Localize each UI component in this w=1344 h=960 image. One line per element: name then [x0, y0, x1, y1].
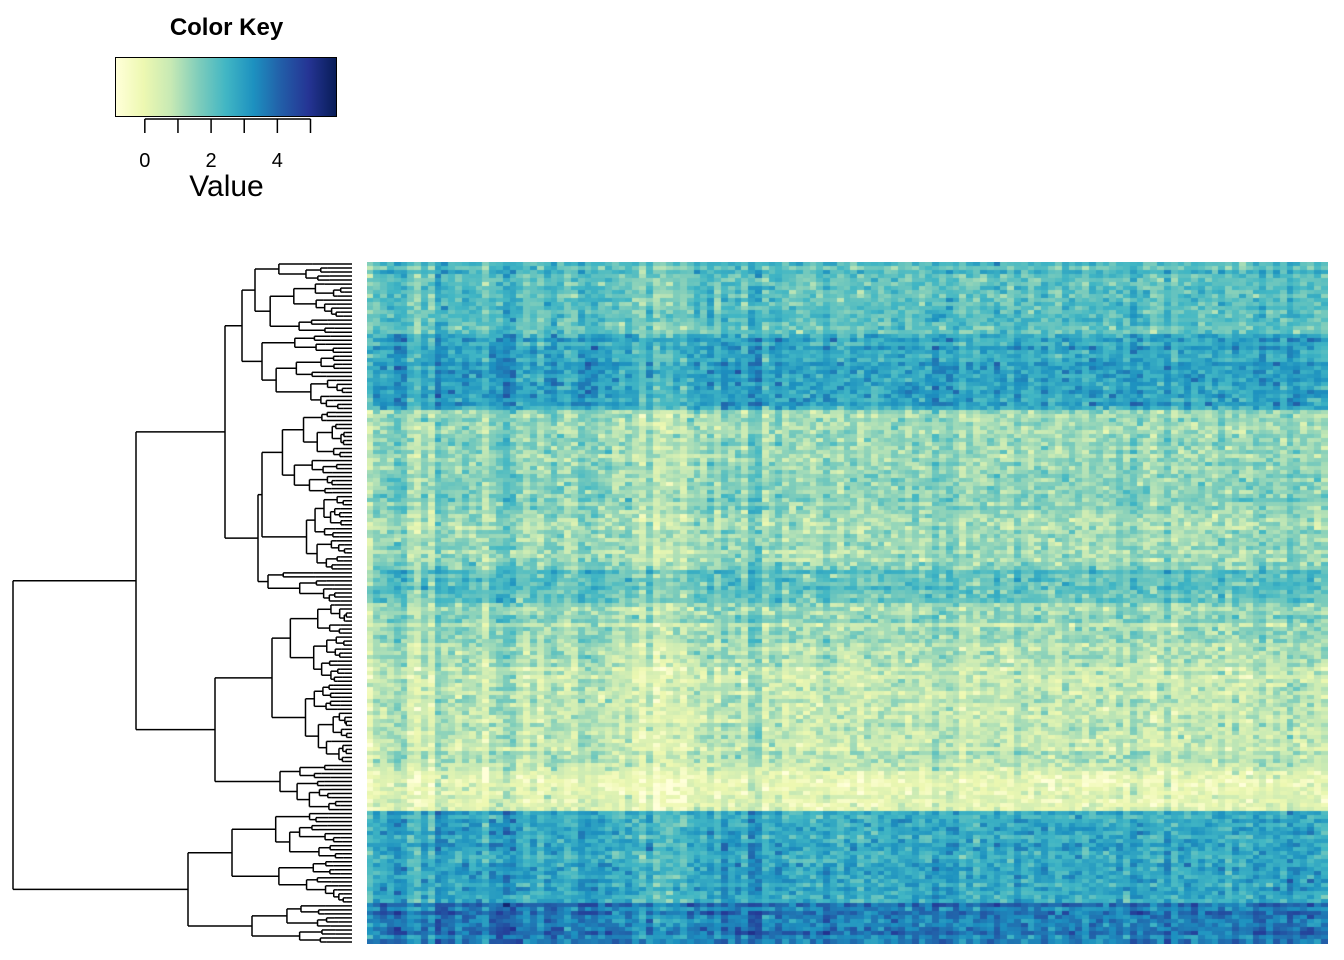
row-dendrogram: [12, 263, 352, 943]
color-key-title: Color Key: [169, 14, 284, 41]
color-key-axis-label: Value: [189, 170, 264, 203]
color-key-tick-label: 2: [205, 150, 217, 172]
color-key-tick-label: 0: [139, 150, 151, 172]
heatmap-grid: [367, 262, 1328, 944]
color-key-tick-label: 4: [271, 150, 283, 172]
color-key-axis: [144, 118, 312, 133]
color-key-gradient-bar: [115, 57, 337, 117]
